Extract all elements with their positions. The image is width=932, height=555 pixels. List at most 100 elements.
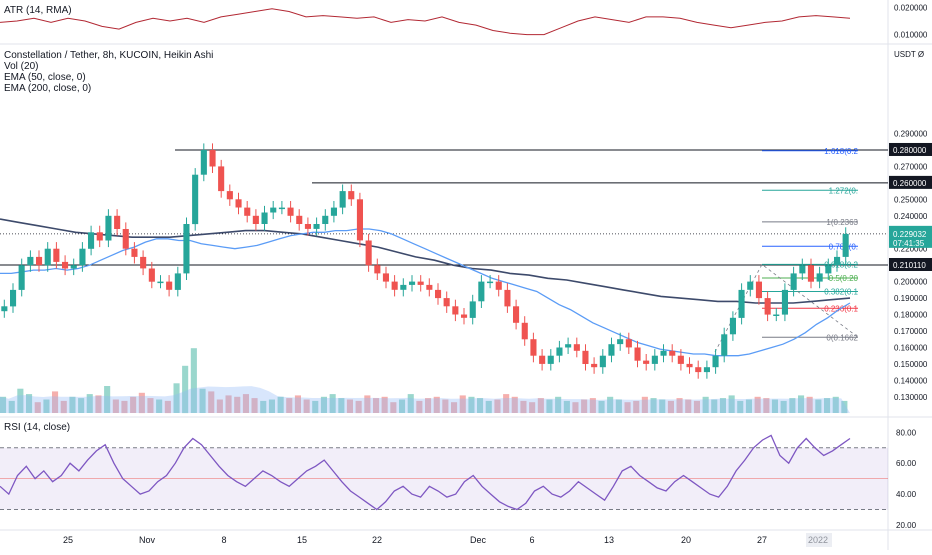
volume-bar bbox=[451, 402, 458, 413]
candle-body bbox=[27, 256, 34, 266]
candle-body bbox=[599, 355, 606, 368]
candle-body bbox=[391, 281, 398, 290]
rsi-tick-label: 20.00 bbox=[896, 521, 917, 530]
candle-body bbox=[339, 191, 346, 208]
candle-body bbox=[556, 347, 563, 356]
candle-body bbox=[382, 273, 389, 282]
candle-body bbox=[36, 256, 43, 266]
volume-bar bbox=[364, 395, 371, 413]
volume-bar bbox=[277, 396, 284, 413]
volume-bar bbox=[459, 395, 466, 413]
price-tick-label: 0.150000 bbox=[894, 360, 928, 369]
candle-body bbox=[643, 360, 650, 364]
indicator-ema50[interactable]: EMA (50, close, 0) bbox=[4, 72, 86, 83]
volume-bar bbox=[511, 396, 518, 413]
candle-body bbox=[521, 322, 528, 340]
volume-bar bbox=[563, 400, 570, 414]
candle-body bbox=[617, 339, 624, 345]
candle-body bbox=[608, 344, 615, 356]
candle-body bbox=[409, 281, 416, 285]
candle-body bbox=[695, 367, 702, 373]
volume-bar bbox=[216, 399, 223, 413]
candle-body bbox=[790, 273, 797, 290]
volume-bar bbox=[667, 400, 674, 414]
volume-bar bbox=[312, 400, 319, 414]
fib-level-label: 1.618(0.2 bbox=[824, 147, 858, 156]
volume-bar bbox=[208, 391, 215, 413]
volume-bar bbox=[650, 398, 657, 413]
volume-bar bbox=[242, 394, 249, 413]
fib-level-label: 1(0.2363 bbox=[826, 218, 858, 227]
candle-body bbox=[88, 232, 95, 249]
x-axis-tick-label: Dec bbox=[470, 535, 487, 545]
indicator-volume[interactable]: Vol (20) bbox=[4, 61, 39, 72]
candle-body bbox=[530, 339, 537, 356]
volume-bar bbox=[147, 398, 154, 413]
volume-bar bbox=[598, 400, 605, 414]
candle-body bbox=[114, 215, 121, 229]
volume-bar bbox=[34, 402, 41, 413]
fib-level-label: 0.618(0.2 bbox=[824, 260, 858, 269]
symbol-title[interactable]: Constellation / Tether, 8h, KUCOIN, Heik… bbox=[4, 50, 214, 61]
price-level-tag bbox=[889, 175, 932, 189]
volume-bar bbox=[294, 395, 301, 413]
x-axis-tick-label: 27 bbox=[757, 535, 767, 545]
candle-body bbox=[729, 317, 736, 335]
price-level-label: 0.210110 bbox=[893, 261, 926, 270]
volume-bar bbox=[381, 396, 388, 413]
volume-bar bbox=[251, 398, 258, 413]
volume-bar bbox=[503, 394, 510, 413]
candle-body bbox=[235, 199, 242, 208]
volume-bar bbox=[529, 402, 536, 413]
candle-body bbox=[651, 355, 658, 364]
candle-body bbox=[70, 265, 77, 269]
ema200-line bbox=[0, 218, 851, 304]
volume-bar bbox=[17, 388, 24, 413]
volume-bar bbox=[711, 399, 718, 413]
x-axis-tick-label: 8 bbox=[221, 535, 226, 545]
candle-body bbox=[400, 284, 407, 290]
volume-bar bbox=[346, 399, 353, 413]
x-axis-tick-label: Nov bbox=[139, 535, 156, 545]
candle-body bbox=[356, 199, 363, 241]
indicator-ema200[interactable]: EMA (200, close, 0) bbox=[4, 83, 92, 94]
candle-body bbox=[166, 281, 173, 290]
volume-bar bbox=[763, 398, 770, 413]
candle-body bbox=[330, 207, 337, 216]
volume-bar bbox=[138, 392, 145, 414]
candle-body bbox=[10, 289, 17, 307]
candle-body bbox=[825, 265, 832, 274]
volume-bar bbox=[52, 391, 59, 413]
volume-bar bbox=[537, 398, 544, 413]
candle-body bbox=[513, 306, 520, 323]
volume-bar bbox=[589, 398, 596, 413]
atr-label: ATR (14, RMA) bbox=[4, 5, 72, 16]
candle-body bbox=[1, 306, 8, 312]
candle-body bbox=[781, 289, 788, 315]
rsi-label[interactable]: RSI (14, close) bbox=[4, 422, 71, 433]
candle-body bbox=[44, 248, 51, 266]
candle-body bbox=[478, 281, 485, 302]
volume-bar bbox=[737, 400, 744, 414]
candle-body bbox=[313, 224, 320, 229]
volume-bar bbox=[485, 400, 492, 414]
candle-body bbox=[495, 281, 502, 290]
volume-bar bbox=[607, 396, 614, 413]
price-tick-label: 0.250000 bbox=[894, 195, 928, 204]
candle-body bbox=[209, 150, 216, 167]
volume-bar bbox=[824, 398, 831, 413]
candle-body bbox=[834, 256, 841, 266]
candle-body bbox=[591, 363, 598, 368]
price-level-label: 0.280000 bbox=[893, 146, 927, 155]
atr-legend: ATR (14, RMA) bbox=[4, 5, 72, 16]
volume-bar bbox=[416, 400, 423, 414]
volume-bar bbox=[268, 399, 275, 413]
volume-bar bbox=[815, 399, 822, 413]
candle-body bbox=[487, 281, 494, 284]
volume-bar bbox=[86, 394, 93, 413]
price-tick-label: 0.240000 bbox=[894, 212, 928, 221]
currency-label: USDT Ø bbox=[894, 50, 924, 59]
volume-bar bbox=[407, 394, 414, 413]
